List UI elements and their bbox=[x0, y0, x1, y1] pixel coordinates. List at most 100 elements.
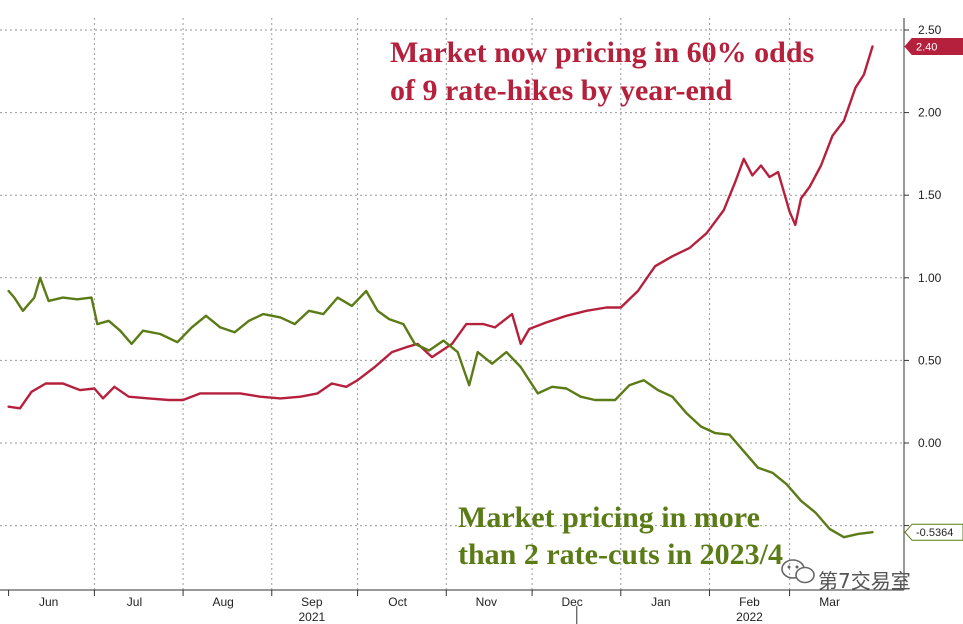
series-point bbox=[168, 399, 170, 401]
series-point bbox=[594, 399, 596, 401]
series-point bbox=[7, 290, 10, 292]
wechat-icon bbox=[781, 559, 815, 584]
x-tick-label: Sep bbox=[301, 595, 323, 609]
last-value-badge-0: 2.40 bbox=[904, 38, 963, 56]
series-point bbox=[777, 171, 779, 173]
series-point bbox=[331, 382, 333, 385]
series-point bbox=[182, 399, 184, 401]
series-point bbox=[239, 392, 241, 395]
series-point bbox=[79, 389, 81, 391]
series-point bbox=[62, 297, 64, 299]
series-point bbox=[843, 120, 845, 122]
series-point bbox=[714, 432, 716, 434]
series-point bbox=[857, 533, 859, 535]
series-point bbox=[465, 323, 467, 325]
series-point bbox=[45, 382, 47, 385]
series-point bbox=[119, 330, 121, 332]
series-point bbox=[743, 450, 745, 452]
series-point bbox=[688, 247, 691, 249]
x-tick-label: Jun bbox=[39, 595, 58, 609]
series-point bbox=[199, 392, 201, 395]
series-point bbox=[468, 384, 470, 386]
year-label: 2022 bbox=[736, 610, 763, 624]
series-point bbox=[130, 343, 133, 345]
series-point bbox=[90, 297, 93, 299]
series-point bbox=[142, 330, 144, 332]
series-point bbox=[33, 297, 35, 299]
y-tick-label: 2.00 bbox=[918, 106, 942, 120]
series-point bbox=[39, 277, 41, 279]
series-line-1 bbox=[7, 276, 874, 539]
series-point bbox=[219, 392, 221, 395]
series-point bbox=[551, 386, 553, 388]
series-point bbox=[96, 323, 98, 325]
x-tick-label: Aug bbox=[212, 595, 233, 609]
series-point bbox=[580, 396, 582, 398]
series-point bbox=[786, 483, 788, 485]
series-point bbox=[374, 366, 376, 368]
series-point bbox=[751, 174, 753, 176]
series-point bbox=[294, 323, 296, 325]
series-point bbox=[159, 333, 161, 335]
series-point bbox=[414, 343, 416, 345]
series-layer bbox=[7, 45, 874, 539]
series-point bbox=[48, 300, 50, 302]
series-point bbox=[654, 265, 656, 267]
series-point bbox=[442, 339, 445, 342]
series-point bbox=[351, 305, 353, 307]
y-tick-label: 0.00 bbox=[918, 436, 942, 450]
series-point bbox=[808, 186, 811, 188]
series-point bbox=[279, 397, 281, 399]
series-point bbox=[336, 297, 339, 299]
x-tick-label: Jan bbox=[651, 595, 670, 609]
series-point bbox=[520, 366, 522, 368]
series-point bbox=[19, 407, 21, 409]
series-point bbox=[760, 164, 762, 167]
y-tick-label: 1.00 bbox=[918, 271, 942, 285]
series-point bbox=[788, 211, 791, 213]
series-point bbox=[520, 343, 522, 345]
series-point bbox=[637, 290, 639, 292]
series-point bbox=[308, 310, 310, 312]
series-point bbox=[537, 392, 539, 395]
series-point bbox=[643, 379, 645, 381]
series-point bbox=[102, 397, 104, 399]
watermark: 第7交易室 bbox=[781, 559, 911, 593]
series-point bbox=[511, 313, 513, 315]
series-point bbox=[388, 318, 390, 320]
y-tick-label: 2.50 bbox=[918, 23, 942, 37]
series-point bbox=[108, 320, 110, 322]
series-point bbox=[405, 346, 407, 348]
series-point bbox=[279, 316, 281, 319]
y-tick-label: 1.50 bbox=[918, 188, 942, 202]
series-point bbox=[482, 323, 485, 325]
badge-shape bbox=[904, 38, 963, 56]
x-tick-label: Jul bbox=[127, 595, 142, 609]
series-point bbox=[585, 310, 588, 312]
series-point bbox=[734, 181, 736, 183]
axes: Jun Jul Aug Sep Oct Nov Dec Jan Feb Mar 2.50 2.00 1.… bbox=[0, 18, 942, 624]
series-point bbox=[30, 391, 33, 393]
annotations: Market now pricing in 60% odds of 9 rate… bbox=[390, 36, 814, 571]
series-point bbox=[7, 406, 10, 408]
series-point bbox=[62, 382, 64, 385]
series-point bbox=[614, 399, 616, 401]
series-point bbox=[233, 331, 236, 333]
y-tick-label: 0.50 bbox=[918, 353, 942, 367]
x-tick-label: Dec bbox=[561, 595, 582, 609]
series-point bbox=[528, 328, 530, 330]
series-point bbox=[322, 313, 324, 315]
series-point bbox=[451, 343, 453, 345]
series-point bbox=[831, 135, 834, 137]
series-point bbox=[176, 341, 178, 343]
series-point bbox=[794, 224, 796, 226]
series-point bbox=[259, 396, 261, 398]
series-point bbox=[491, 363, 493, 365]
series-point bbox=[706, 232, 708, 234]
series-point bbox=[128, 396, 130, 398]
series-point bbox=[431, 356, 433, 358]
series-point bbox=[743, 158, 745, 160]
series-point bbox=[843, 536, 845, 538]
